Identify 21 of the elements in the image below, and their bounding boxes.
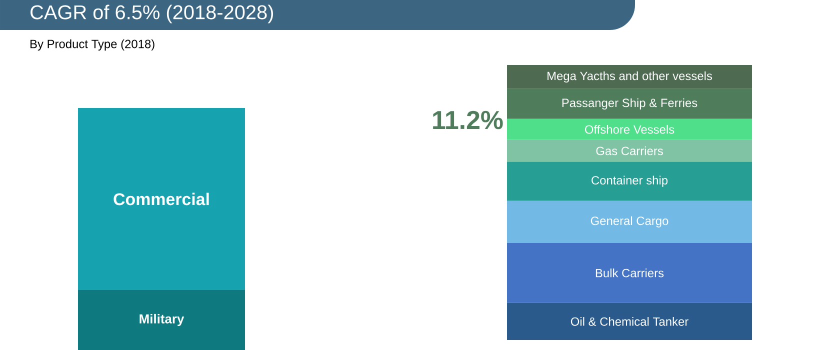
bar [507,88,752,119]
bar [507,64,752,89]
series-label: Mega Yacths and other vessels [548,71,712,83]
series-label: Military [140,314,184,326]
bar [507,242,752,303]
bar [507,200,752,243]
series-label: Oil & Chemical Tanker [570,317,688,326]
series-label: Passanger Ship & Ferries [562,98,698,110]
series-label: Gas Carriers [596,146,663,156]
chart-subtitle: By Product Type (2018) [30,39,154,51]
series-label: Offshore Vessels [584,124,674,134]
series-label: General Cargo [590,216,668,228]
text: 11.2% [433,110,503,130]
bar [507,302,752,340]
series-label: Bulk Carriers [596,268,664,278]
bar [507,140,752,162]
bar [507,118,752,140]
series-label: Container ship [592,176,668,187]
bar [507,162,752,201]
series-label: Commercial [114,192,209,206]
chart-title: CAGR of 6.5% (2018-2028) [30,4,274,24]
